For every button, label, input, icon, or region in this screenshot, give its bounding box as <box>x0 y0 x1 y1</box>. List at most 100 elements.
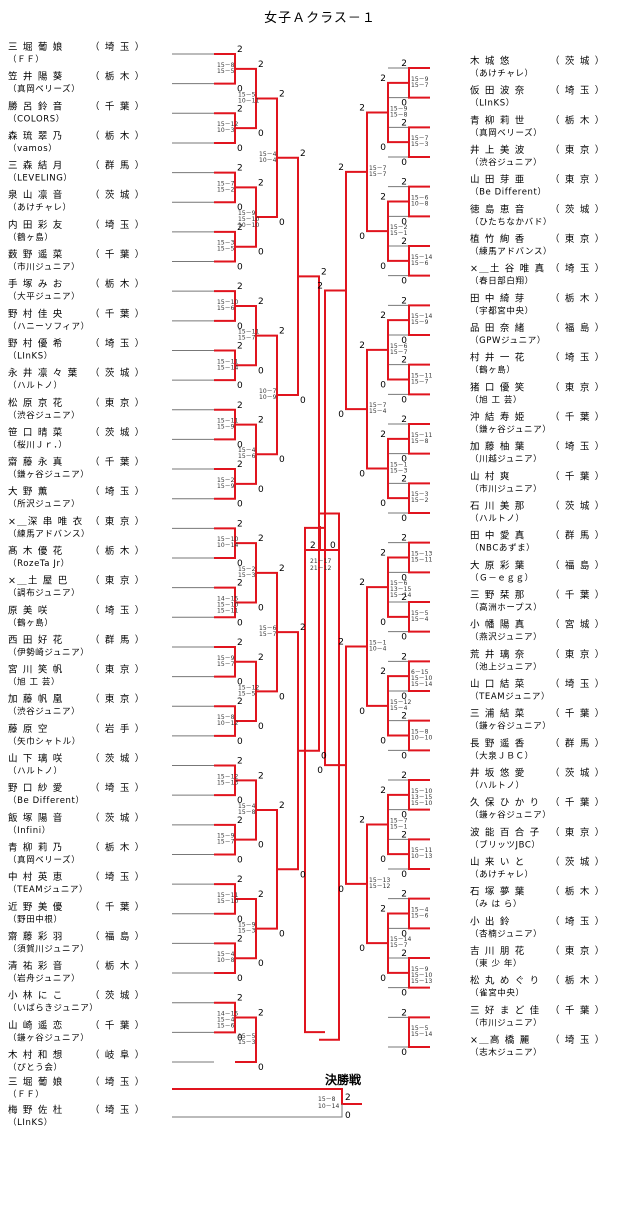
left-match-result: 0 <box>279 930 285 940</box>
left-player-club: （真岡ベリーズ） <box>8 84 80 95</box>
right-game-score: 15－8 <box>411 438 429 445</box>
right-match-result: 2 <box>317 282 323 292</box>
left-player-name: 齋 藤 彩 羽 <box>8 930 63 942</box>
right-player-pref: （ 千 葉 ） <box>550 708 605 720</box>
left-match-result: 0 <box>279 218 285 228</box>
right-player-club: （あけチャレ） <box>470 869 534 880</box>
left-player-name: 藤 原 空 <box>8 723 49 735</box>
left-game-score: 15－7 <box>259 631 277 638</box>
left-match-result: 2 <box>279 327 285 337</box>
left-match-result: 2 <box>237 341 243 351</box>
left-game-score: 15－3 <box>238 1039 256 1046</box>
left-player-club: （伊勢崎ジュニア） <box>8 647 89 658</box>
left-player-name: 山 崎 遥 恋 <box>8 1019 63 1031</box>
left-game-score: 15－7 <box>217 180 235 187</box>
left-match-result: 2 <box>237 757 243 767</box>
right-player-club: （あけチャレ） <box>470 68 534 79</box>
left-player-pref: （ 東 京 ） <box>90 397 145 409</box>
right-player-club: （TEAMジュニア） <box>470 691 550 702</box>
right-match-result: 2 <box>401 652 407 662</box>
left-match-result: 0 <box>237 263 243 273</box>
right-player-pref: （ 埼 玉 ） <box>550 915 605 927</box>
left-player-pref: （ 岩 手 ） <box>90 723 145 735</box>
right-player-name: 村 井 一 花 <box>470 352 525 364</box>
right-player-pref: （ 東 京 ） <box>550 945 605 957</box>
left-player-name: 野 村 佳 央 <box>8 308 63 320</box>
right-match-result: 0 <box>401 573 407 583</box>
left-player-pref: （ 東 京 ） <box>90 575 145 587</box>
right-player-name: 小 出 鈴 <box>470 915 511 927</box>
right-game-score: 15－7 <box>369 165 387 172</box>
left-game-score: 15－9 <box>217 424 235 431</box>
right-game-score: 15－7 <box>411 135 429 142</box>
left-game-score: 10－8 <box>217 957 235 964</box>
left-match-result: 0 <box>237 678 243 688</box>
right-game-score: 15－7 <box>369 171 387 178</box>
right-match-result: 2 <box>338 163 344 173</box>
left-player-club: （調布ジュニア） <box>8 588 80 599</box>
right-semifinal-connector <box>304 526 325 1034</box>
right-game-score: 15－11 <box>411 557 432 564</box>
left-player-pref: （ 埼 玉 ） <box>90 219 145 231</box>
right-game-score: 15－6 <box>411 195 429 202</box>
right-player-pref: （ 茨 城 ） <box>550 856 605 868</box>
left-player-club: （Infini） <box>8 825 51 836</box>
left-player-name: 清 祐 彩 音 <box>8 960 63 972</box>
right-player-name: 徳 島 恵 音 <box>470 203 525 215</box>
left-player-club: （野田中根） <box>8 914 63 925</box>
left-player-pref: （ 栃 木 ） <box>90 960 145 972</box>
final-winner-line <box>172 1088 362 1105</box>
right-match-result: 0 <box>380 262 386 272</box>
right-game-score: 15－1 <box>390 230 408 237</box>
left-match-result: 2 <box>237 934 243 944</box>
right-match-result: 2 <box>380 74 386 84</box>
left-match-result: 2 <box>258 653 264 663</box>
right-player-name: ×＿高 橋 麗 <box>470 1034 530 1046</box>
right-match-result: 0 <box>317 766 323 776</box>
left-game-score: 14－15 <box>217 595 238 602</box>
left-player-club: （桜川Ｊｒ．） <box>8 439 67 450</box>
left-match-result: 2 <box>237 45 243 55</box>
left-player-club: （岩舟ジュニア） <box>8 973 80 984</box>
left-match-result: 0 <box>237 618 243 628</box>
right-player-club: （み は ら） <box>470 899 522 910</box>
left-game-score: 15－11 <box>238 329 259 336</box>
right-game-score: 13－15 <box>390 586 411 593</box>
left-player-club: （Be Different） <box>8 795 85 806</box>
left-player-pref: （ 栃 木 ） <box>90 278 145 290</box>
left-player-club: （LInKS） <box>8 350 53 361</box>
right-match-result: 0 <box>380 381 386 391</box>
right-player-club: （大泉ＪＢＣ） <box>470 750 534 761</box>
left-game-score: 15－10 <box>217 898 238 905</box>
left-game-score: 15－2 <box>217 186 235 193</box>
left-player-club: （ぴとう会） <box>8 1062 63 1073</box>
left-player-pref: （ 群 馬 ） <box>90 160 145 172</box>
left-player-pref: （ 埼 玉 ） <box>90 604 145 616</box>
left-player-club: （練馬アドバンス） <box>8 528 90 539</box>
left-game-score: 15－4 <box>238 803 256 810</box>
right-match-result: 0 <box>359 944 365 954</box>
right-game-score: 15－4 <box>411 616 429 623</box>
right-match-result: 2 <box>359 816 365 826</box>
right-player-club: （鎌ヶ谷ジュニア） <box>470 424 551 435</box>
left-player-list: 三 堀 葡 娘 （ 埼 玉 ） （ＦＦ） 笠 井 陽 葵 （ 栃 木 ） （真岡ベリーズ）… <box>8 41 145 1073</box>
left-game-score: 15－5 <box>238 91 256 98</box>
left-game-score: 15－3 <box>238 928 256 935</box>
right-player-pref: （ 福 島 ） <box>550 559 605 571</box>
left-game-score: 15－10 <box>217 536 238 543</box>
right-player-pref: （ 群 馬 ） <box>550 530 605 542</box>
left-game-score: 15－7 <box>217 839 235 846</box>
right-game-score: 15－11 <box>411 847 432 854</box>
left-player-club: （RozeTa Jr） <box>8 558 70 569</box>
final-game-score: 10－14 <box>318 1103 339 1110</box>
right-game-score: 15－7 <box>390 818 408 825</box>
right-player-name: 三 好 ま ど 佳 <box>470 1004 540 1016</box>
right-player-name: 久 保 ひ か り <box>470 797 540 809</box>
left-match-result: 0 <box>258 485 264 495</box>
left-match-result: 0 <box>258 722 264 732</box>
left-match-connector <box>298 275 320 752</box>
left-match-result: 2 <box>237 282 243 292</box>
left-match-result: 0 <box>321 752 327 762</box>
left-game-score: 15－10 <box>217 299 238 306</box>
left-game-score: 15－9 <box>217 483 235 490</box>
